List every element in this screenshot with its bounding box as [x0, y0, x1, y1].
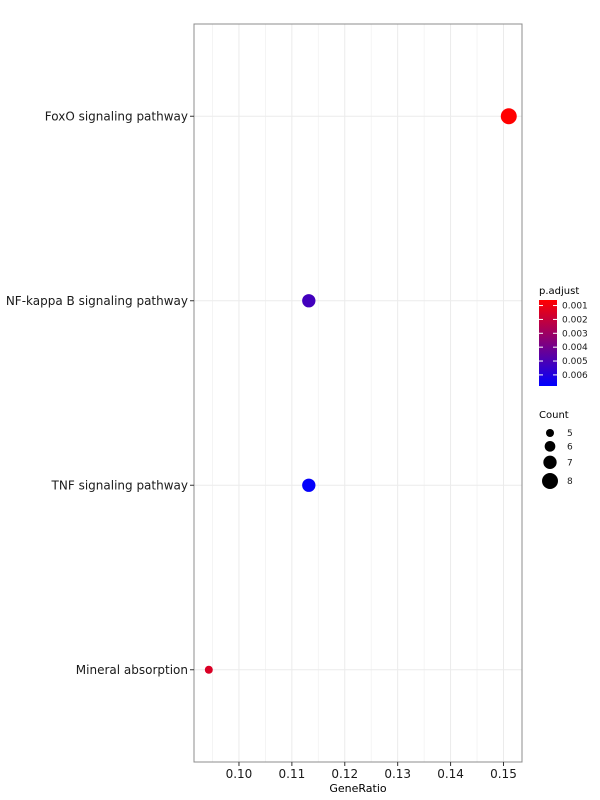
color-legend-label: 0.004: [562, 343, 588, 353]
size-legend-dot: [543, 455, 557, 469]
x-tick-label: 0.13: [384, 767, 411, 781]
y-tick-label: NF-kappa B signaling pathway: [6, 294, 188, 308]
color-legend: p.adjust 0.001 0.002 0.003 0.004 0.005 0.006: [539, 286, 588, 386]
size-legend-label: 7: [567, 458, 573, 468]
size-legend: Count 5 6 7 8: [539, 410, 573, 489]
data-point: [302, 294, 316, 308]
size-legend-label: 5: [567, 429, 573, 439]
size-legend-items: 5 6 7 8: [542, 429, 573, 489]
y-tick-label: FoxO signaling pathway: [45, 109, 188, 123]
color-legend-title: p.adjust: [539, 286, 579, 297]
x-tick-label: 0.12: [331, 767, 358, 781]
plot-border: [193, 23, 523, 763]
size-legend-dot: [542, 472, 558, 489]
size-legend-dot: [544, 441, 556, 452]
x-axis-labels: 0.10 0.11 0.12 0.13 0.14 0.15: [226, 762, 517, 781]
x-tick-label: 0.15: [490, 767, 517, 781]
x-tick-label: 0.11: [279, 767, 306, 781]
color-legend-label: 0.002: [562, 315, 588, 325]
color-legend-label: 0.006: [562, 371, 588, 381]
size-legend-dot: [546, 429, 554, 437]
data-point: [302, 478, 316, 492]
x-axis-title: GeneRatio: [329, 782, 387, 795]
color-legend-ticks: 0.001 0.002 0.003 0.004 0.005 0.006: [539, 302, 588, 381]
plot-panel: [194, 24, 522, 762]
y-axis-labels: FoxO signaling pathway NF-kappa B signali…: [6, 109, 194, 677]
y-tick-label: TNF signaling pathway: [51, 478, 188, 492]
color-legend-label: 0.003: [562, 329, 588, 339]
color-legend-label: 0.005: [562, 357, 588, 367]
y-tick-label: Mineral absorption: [76, 663, 188, 677]
data-point: [500, 108, 517, 125]
size-legend-label: 6: [567, 442, 573, 452]
data-point: [204, 665, 213, 674]
x-tick-label: 0.14: [437, 767, 464, 781]
grid-lines: [194, 24, 522, 762]
color-legend-label: 0.001: [562, 302, 588, 312]
data-points: [204, 108, 517, 674]
color-legend-bar: [539, 300, 557, 386]
size-legend-title: Count: [539, 410, 569, 421]
size-legend-label: 8: [567, 477, 573, 487]
x-tick-label: 0.10: [226, 767, 253, 781]
